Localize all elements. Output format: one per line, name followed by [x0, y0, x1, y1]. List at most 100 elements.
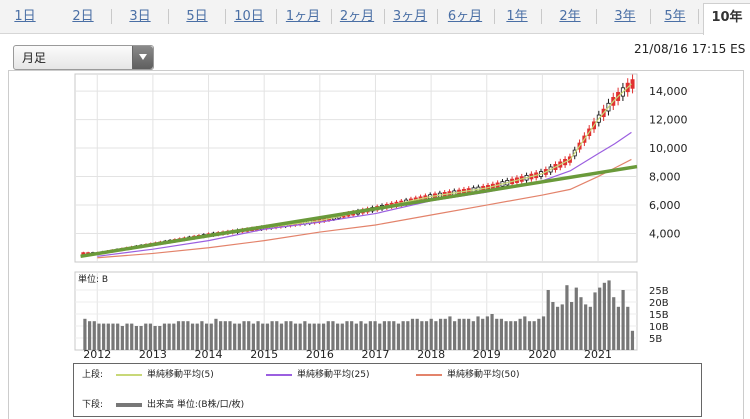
- x-tick-label: 2012: [83, 348, 111, 361]
- tab-7[interactable]: 2ヶ月: [339, 9, 375, 24]
- volume-tick-label: 10B: [649, 322, 669, 333]
- volume-bar: [396, 323, 401, 350]
- volume-bar: [190, 323, 195, 350]
- volume-bar: [368, 321, 372, 350]
- volume-bar: [158, 326, 162, 350]
- volume-bar: [532, 321, 536, 350]
- tab-13[interactable]: 5年: [664, 9, 686, 24]
- tab-8[interactable]: 3ヶ月: [392, 9, 428, 24]
- volume-bar: [523, 316, 527, 350]
- volume-bar: [153, 326, 157, 350]
- volume-bar: [350, 321, 354, 350]
- volume-bar: [148, 323, 153, 350]
- volume-bar: [186, 321, 190, 350]
- x-tick-label: 2021: [584, 348, 612, 361]
- volume-bar: [228, 321, 232, 350]
- volume-bar: [415, 318, 419, 350]
- tab-separator: [494, 9, 495, 24]
- volume-bar: [387, 321, 391, 350]
- legend-volume: 出来高 単位:(B株/口/枚): [116, 398, 244, 412]
- volume-bar: [326, 321, 330, 350]
- price-tick-label: 10,000: [649, 142, 688, 155]
- tab-14[interactable]: 10年: [703, 3, 750, 35]
- volume-bar: [471, 321, 475, 350]
- volume-bar: [420, 321, 424, 350]
- tab-separator: [384, 9, 385, 24]
- volume-bar: [518, 318, 522, 350]
- volume-bar: [312, 323, 316, 350]
- volume-unit-label: 単位: B: [78, 273, 108, 285]
- volume-bar: [279, 323, 284, 350]
- volume-bar: [214, 318, 218, 350]
- volume-tick-label: 15B: [649, 310, 669, 321]
- volume-bar: [584, 304, 588, 350]
- chart-interval-select[interactable]: 月足: [13, 45, 154, 70]
- ma25-swatch: [266, 373, 292, 376]
- volume-bar: [565, 285, 569, 350]
- tab-separator: [111, 9, 112, 24]
- volume-bar: [495, 318, 499, 350]
- volume-bar: [106, 323, 110, 350]
- tab-10[interactable]: 1年: [506, 9, 528, 24]
- volume-bar: [265, 323, 270, 350]
- tab-6[interactable]: 1ヶ月: [285, 9, 321, 24]
- tab-12[interactable]: 3年: [614, 9, 636, 24]
- volume-bar: [167, 323, 171, 350]
- tab-separator: [276, 9, 277, 24]
- volume-bar: [275, 321, 279, 350]
- volume-bar: [602, 282, 606, 350]
- price-tick-label: 4,000: [649, 228, 681, 241]
- tab-2[interactable]: 2日: [72, 9, 94, 24]
- volume-bar: [588, 306, 592, 350]
- volume-bar: [410, 318, 415, 350]
- tab-5[interactable]: 10日: [234, 9, 264, 24]
- volume-bar: [134, 326, 138, 350]
- tab-4[interactable]: 5日: [186, 9, 208, 24]
- ma50-line: [97, 158, 632, 259]
- trend-line: [80, 164, 638, 259]
- x-tick-label: 2013: [139, 348, 167, 361]
- volume-bar: [467, 318, 471, 350]
- tab-1[interactable]: 1日: [14, 9, 36, 24]
- volume-bar: [102, 323, 106, 350]
- volume-bar: [457, 318, 461, 350]
- ma50-swatch: [416, 373, 442, 376]
- legend-lower-label: 下段:: [82, 400, 104, 410]
- volume-bar: [443, 318, 447, 350]
- volume-bar: [513, 321, 518, 350]
- volume-bar: [574, 287, 578, 350]
- volume-tick-label: 20B: [649, 298, 669, 309]
- volume-bar: [434, 321, 438, 350]
- price-tick-label: 6,000: [649, 199, 681, 212]
- volume-tick-label: 5B: [649, 334, 662, 345]
- volume-bar: [509, 321, 513, 350]
- volume-bar: [331, 321, 335, 350]
- tab-11[interactable]: 2年: [559, 9, 581, 24]
- legend-upper-label: 上段:: [82, 370, 104, 380]
- chart-panel: [8, 70, 744, 419]
- legend-ma25-label: 単純移動平均(25): [297, 370, 370, 380]
- tab-separator: [698, 9, 699, 24]
- legend-ma50-label: 単純移動平均(50): [447, 370, 520, 380]
- x-tick-label: 2016: [306, 348, 334, 361]
- volume-bar: [111, 323, 115, 350]
- volume-bar: [87, 321, 92, 350]
- volume-bar: [438, 318, 443, 350]
- volume-bar: [130, 323, 134, 350]
- volume-bar: [485, 316, 489, 350]
- volume-bar: [336, 323, 340, 350]
- volume-bar: [144, 323, 148, 350]
- volume-bar: [490, 314, 494, 350]
- tab-separator: [596, 9, 597, 24]
- volume-bar: [242, 321, 246, 350]
- legend-ma5: 単純移動平均(5): [116, 368, 214, 382]
- chevron-down-icon[interactable]: [132, 46, 153, 69]
- volume-bar: [223, 321, 227, 350]
- volume-bar: [481, 318, 485, 350]
- volume-bar: [401, 321, 405, 350]
- volume-bar: [83, 318, 87, 350]
- volume-bar: [626, 306, 630, 350]
- volume-bar: [593, 292, 597, 350]
- tab-3[interactable]: 3日: [129, 9, 151, 24]
- tab-9[interactable]: 6ヶ月: [447, 9, 483, 24]
